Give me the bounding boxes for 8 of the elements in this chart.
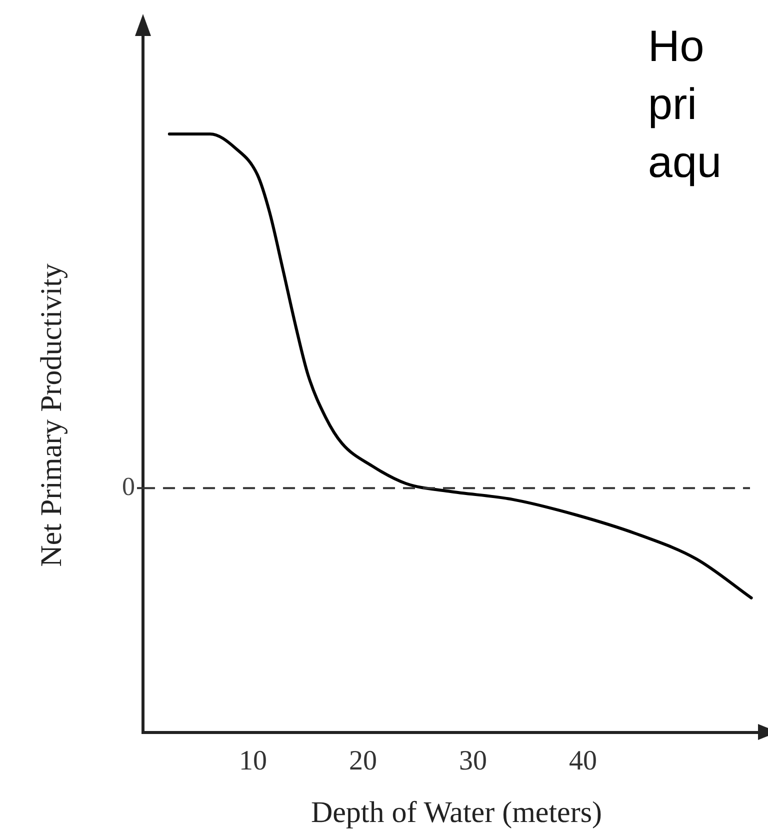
x-tick-label: 40 <box>569 746 597 777</box>
y-axis-title: Net Primary Productivity <box>34 264 68 567</box>
x-tick-label: 20 <box>349 746 377 777</box>
annotation: Ho pri aqu <box>648 21 722 189</box>
x-tick-label: 30 <box>459 746 487 777</box>
x-tick-label: 10 <box>239 746 267 777</box>
x-axis-title: Depth of Water (meters) <box>310 796 602 829</box>
ref-line-label: 0 <box>122 472 135 501</box>
